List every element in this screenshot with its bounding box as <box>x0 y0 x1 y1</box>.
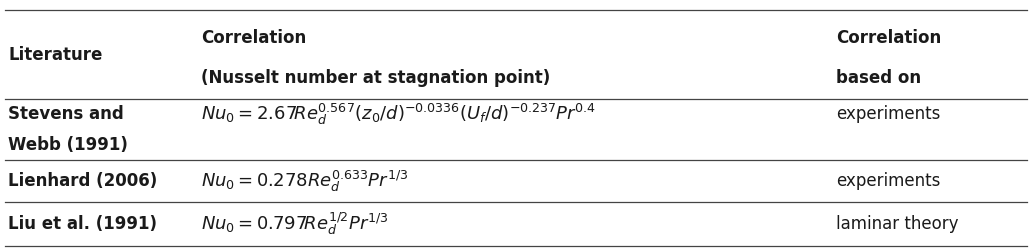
Text: Liu et al. (1991): Liu et al. (1991) <box>8 215 157 233</box>
Text: Stevens and: Stevens and <box>8 105 124 124</box>
Text: experiments: experiments <box>836 105 940 124</box>
Text: $Nu_0 = 2.67Re_d^{0.567}(z_0/d)^{-0.0336}\left(U_f/d\right)^{-0.237}Pr^{0.4}$: $Nu_0 = 2.67Re_d^{0.567}(z_0/d)^{-0.0336… <box>201 102 596 127</box>
Text: (Nusselt number at stagnation point): (Nusselt number at stagnation point) <box>201 69 550 87</box>
Text: $Nu_0 = 0.797Re_d^{1/2}Pr^{1/3}$: $Nu_0 = 0.797Re_d^{1/2}Pr^{1/3}$ <box>201 211 389 237</box>
Text: laminar theory: laminar theory <box>836 215 959 233</box>
Text: Webb (1991): Webb (1991) <box>8 136 128 154</box>
Text: experiments: experiments <box>836 172 940 190</box>
Text: Correlation: Correlation <box>201 30 307 47</box>
Text: Lienhard (2006): Lienhard (2006) <box>8 172 158 190</box>
Text: Literature: Literature <box>8 46 102 63</box>
Text: based on: based on <box>836 69 921 87</box>
Text: $Nu_0 = 0.278Re_d^{0.633}Pr^{1/3}$: $Nu_0 = 0.278Re_d^{0.633}Pr^{1/3}$ <box>201 168 409 194</box>
Text: Correlation: Correlation <box>836 30 941 47</box>
